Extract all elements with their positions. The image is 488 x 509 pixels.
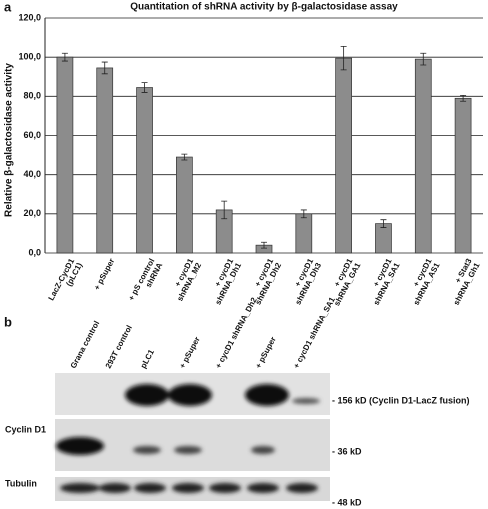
marker-label: - 36 kD: [332, 446, 362, 456]
y-tick-label: 100,0: [18, 52, 41, 62]
bar: [414, 58, 432, 254]
bar: [454, 97, 472, 254]
row-label: Cyclin D1: [5, 424, 46, 434]
band: [134, 483, 166, 493]
blot-bands: [56, 384, 320, 493]
lane-label: Grana control: [69, 319, 102, 370]
lane-label: + cycD1 shRNA_SA1: [292, 295, 337, 370]
band: [172, 483, 204, 493]
error-bar: [141, 82, 148, 93]
error-bar: [380, 219, 387, 228]
panel-label: a: [4, 0, 12, 14]
error-bar: [300, 209, 307, 219]
band: [251, 446, 275, 454]
band: [247, 483, 279, 493]
error-bar: [181, 153, 188, 161]
band: [99, 483, 131, 493]
band: [168, 384, 212, 406]
bar: [295, 213, 313, 254]
band: [245, 384, 289, 406]
panel-label: b: [4, 314, 12, 329]
y-tick-label: 20,0: [23, 208, 41, 218]
lane-label: + pSuper: [254, 335, 278, 370]
y-tick-label: 80,0: [23, 91, 41, 101]
lane-label: + pSuper: [178, 335, 202, 370]
band: [292, 398, 320, 404]
y-tick-label: 40,0: [23, 169, 41, 179]
bar: [335, 57, 352, 254]
band: [60, 483, 100, 493]
y-tick-label: 120,0: [18, 12, 41, 22]
band: [133, 446, 161, 454]
band: [125, 384, 169, 406]
band: [174, 446, 202, 454]
bar: [136, 87, 153, 254]
error-bar: [221, 200, 228, 220]
lane-label: + cycD1 shRNA_Dh2: [214, 296, 259, 370]
chart-title: Quantitation of shRNA activity by β-gala…: [130, 2, 398, 13]
error-bar: [420, 52, 427, 66]
y-tick-label: 60,0: [23, 130, 41, 140]
marker-label: - 156 kD (Cyclin D1-LacZ fusion): [332, 395, 470, 405]
bar: [56, 56, 74, 254]
row-label: Tubulin: [5, 478, 37, 488]
error-bar: [460, 94, 467, 102]
marker-label: - 48 kD: [332, 497, 362, 507]
error-bar: [340, 45, 347, 71]
band: [209, 483, 241, 493]
bar: [176, 156, 193, 254]
error-bar: [261, 241, 267, 249]
error-bar: [101, 61, 108, 75]
y-axis-label: Relative β-galactosidase activity: [4, 63, 15, 217]
error-bar: [61, 52, 68, 62]
lane-label: pLC1: [139, 348, 157, 370]
y-tick-label: 0,0: [28, 247, 41, 257]
band: [286, 483, 318, 493]
band: [56, 437, 104, 455]
lane-label: 293T control: [104, 324, 134, 370]
bar: [375, 223, 392, 254]
bar: [96, 67, 114, 254]
